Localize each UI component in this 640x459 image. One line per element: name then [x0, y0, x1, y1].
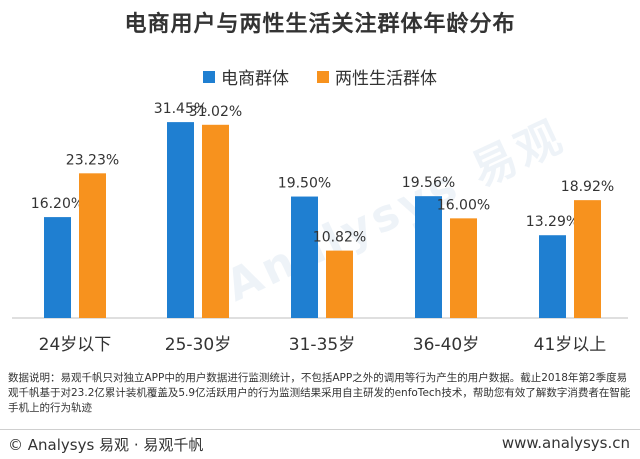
chart-title: 电商用户与两性生活关注群体年龄分布: [124, 12, 516, 37]
footer-brand: © Analysys 易观 · 易观千帆: [8, 436, 204, 454]
bar-sexlife-1: [202, 124, 229, 319]
bar-sexlife-4: [574, 200, 601, 318]
data-label-sexlife-4: 18.92%: [561, 179, 614, 195]
data-label-sexlife-2: 10.82%: [313, 230, 366, 246]
legend-swatch-sexlife: [317, 70, 329, 83]
data-label-ecommerce-2: 19.50%: [278, 176, 331, 192]
bar-ecommerce-2: [291, 196, 318, 318]
footer-url: www.analysys.cn: [501, 434, 630, 452]
bar-sexlife-2: [326, 250, 353, 318]
bar-chart: 16.20% 23.23% 24岁以下 31.45%31.02% 25-30岁 19.50…: [12, 101, 628, 355]
legend-item-ecommerce: 电商群体: [203, 64, 289, 89]
x-tick-label-0: 24岁以下: [39, 335, 112, 355]
data-note: 数据说明：易观千帆只对独立APP中的用户数据进行监测统计，不包括APP之外的调用…: [8, 372, 631, 414]
x-tick-label-4: 41岁以上: [534, 335, 607, 355]
bar-ecommerce-3: [415, 196, 442, 318]
x-tick-label-3: 36-40岁: [413, 335, 479, 355]
bar-ecommerce-0: [44, 217, 71, 318]
legend-item-sexlife: 两性生活群体: [317, 64, 437, 89]
bar-sexlife-0: [79, 173, 106, 318]
legend-swatch-ecommerce: [203, 70, 215, 83]
bar-ecommerce-4: [539, 235, 566, 318]
data-label-sexlife-3: 16.00%: [437, 197, 490, 213]
footer: © Analysys 易观 · 易观千帆 www.analysys.cn: [0, 429, 640, 459]
legend: 电商群体 两性生活群体: [0, 64, 640, 89]
data-label-sexlife-0: 23.23%: [66, 152, 119, 168]
data-label-ecommerce-1: 31.45%: [154, 101, 207, 117]
legend-label-ecommerce: 电商群体: [221, 69, 289, 89]
x-tick-label-2: 31-35岁: [289, 335, 355, 355]
bar-ecommerce-1: [167, 122, 194, 319]
data-label-ecommerce-0: 16.20%: [31, 196, 84, 212]
data-label-ecommerce-4: 13.29%: [526, 214, 579, 230]
bar-sexlife-3: [450, 218, 477, 318]
legend-label-sexlife: 两性生活群体: [335, 69, 437, 89]
data-label-sexlife-1: 31.02%: [189, 104, 242, 120]
data-label-ecommerce-3: 19.56%: [402, 175, 455, 191]
x-tick-label-1: 25-30岁: [165, 335, 231, 355]
